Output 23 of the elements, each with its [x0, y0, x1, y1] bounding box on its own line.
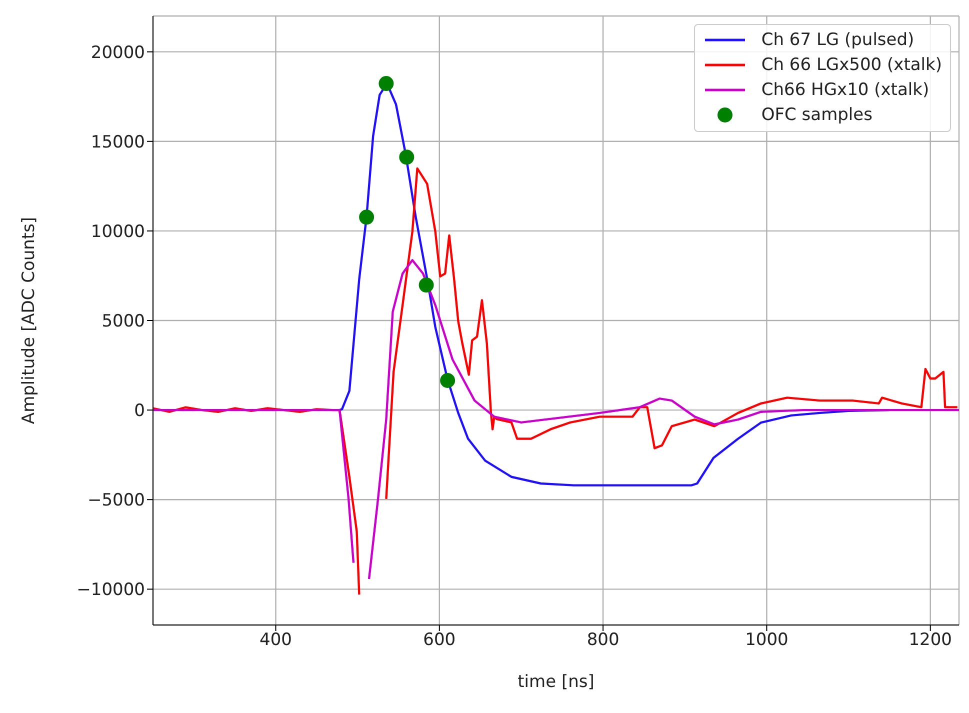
y-tick-label: −5000 — [87, 490, 145, 511]
point — [399, 150, 414, 165]
x-tick-label: 1000 — [745, 630, 788, 650]
x-tick-label: 600 — [423, 630, 456, 650]
y-tick-label: −10000 — [76, 580, 145, 600]
legend-label: OFC samples — [761, 105, 872, 125]
y-tick-label: 20000 — [90, 42, 145, 63]
legend-label: Ch 66 LGx500 (xtalk) — [761, 55, 942, 75]
legend-label: Ch66 HGx10 (xtalk) — [761, 80, 930, 100]
x-tick-label: 1200 — [908, 630, 952, 650]
point — [359, 210, 374, 225]
y-tick-label: 15000 — [90, 132, 145, 152]
y-tick-label: 5000 — [102, 312, 145, 332]
point — [418, 278, 434, 293]
x-axis-title: time [ns] — [518, 672, 594, 692]
y-tick-label: 10000 — [90, 222, 145, 242]
point — [440, 373, 456, 388]
x-tick-label: 800 — [586, 630, 620, 650]
y-tick-label: 0 — [134, 401, 145, 422]
legend-label: Ch 67 LG (pulsed) — [761, 30, 914, 50]
y-axis-title: Amplitude [ADC Counts] — [19, 216, 40, 424]
x-tick-label: 400 — [260, 630, 292, 650]
point — [378, 76, 394, 92]
